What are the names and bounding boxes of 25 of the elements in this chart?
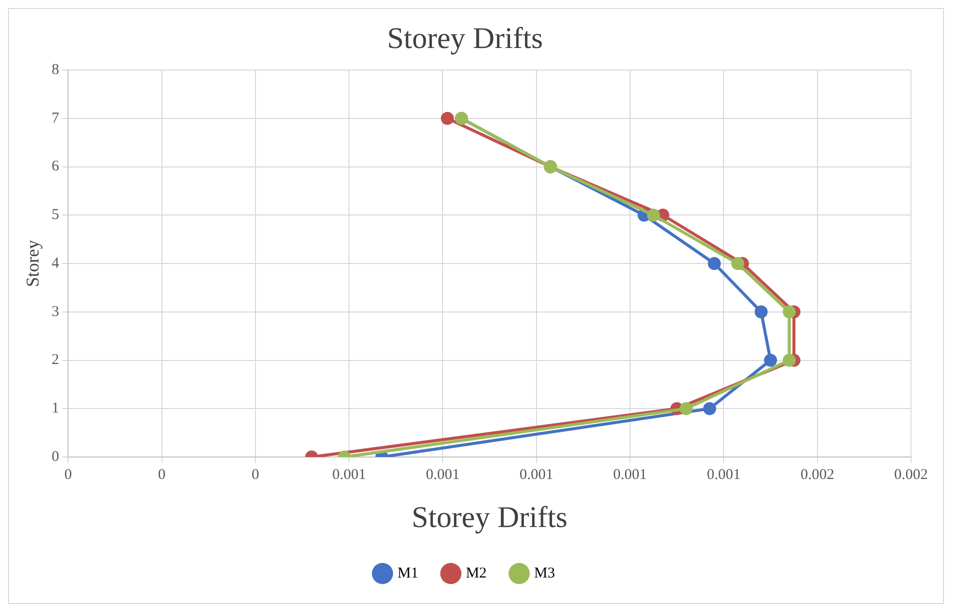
legend-label: M3 [534,565,556,582]
y-tick-label: 6 [52,158,60,175]
y-tick-label: 0 [52,448,60,465]
chart-title: Storey Drifts [387,22,543,55]
x-tick-label: 0.001 [520,466,554,483]
x-tick-label: 0 [64,466,72,483]
x-tick-label: 0.001 [426,466,460,483]
y-tick-label: 3 [52,304,60,320]
y-axis-title: Storey [22,240,43,287]
x-tick-label: 0.001 [706,466,741,483]
legend-label: M1 [397,565,418,582]
legend-label: M2 [466,565,487,582]
x-tick-label: 0.001 [613,466,647,483]
y-tick-label: 7 [52,110,60,126]
y-tick-label: 5 [52,207,60,224]
x-tick-label: 0 [158,466,166,483]
x-tick-label: 0.002 [894,466,928,483]
x-tick-label: 0.001 [332,466,366,483]
y-tick-label: 1 [52,400,60,417]
y-tick-label: 4 [52,255,60,272]
x-tick-label: 0 [252,466,260,483]
y-tick-label: 2 [52,352,60,368]
x-axis-title: Storey Drifts [412,500,568,534]
x-tick-label: 0.002 [800,466,834,483]
y-tick-label: 8 [52,62,60,78]
